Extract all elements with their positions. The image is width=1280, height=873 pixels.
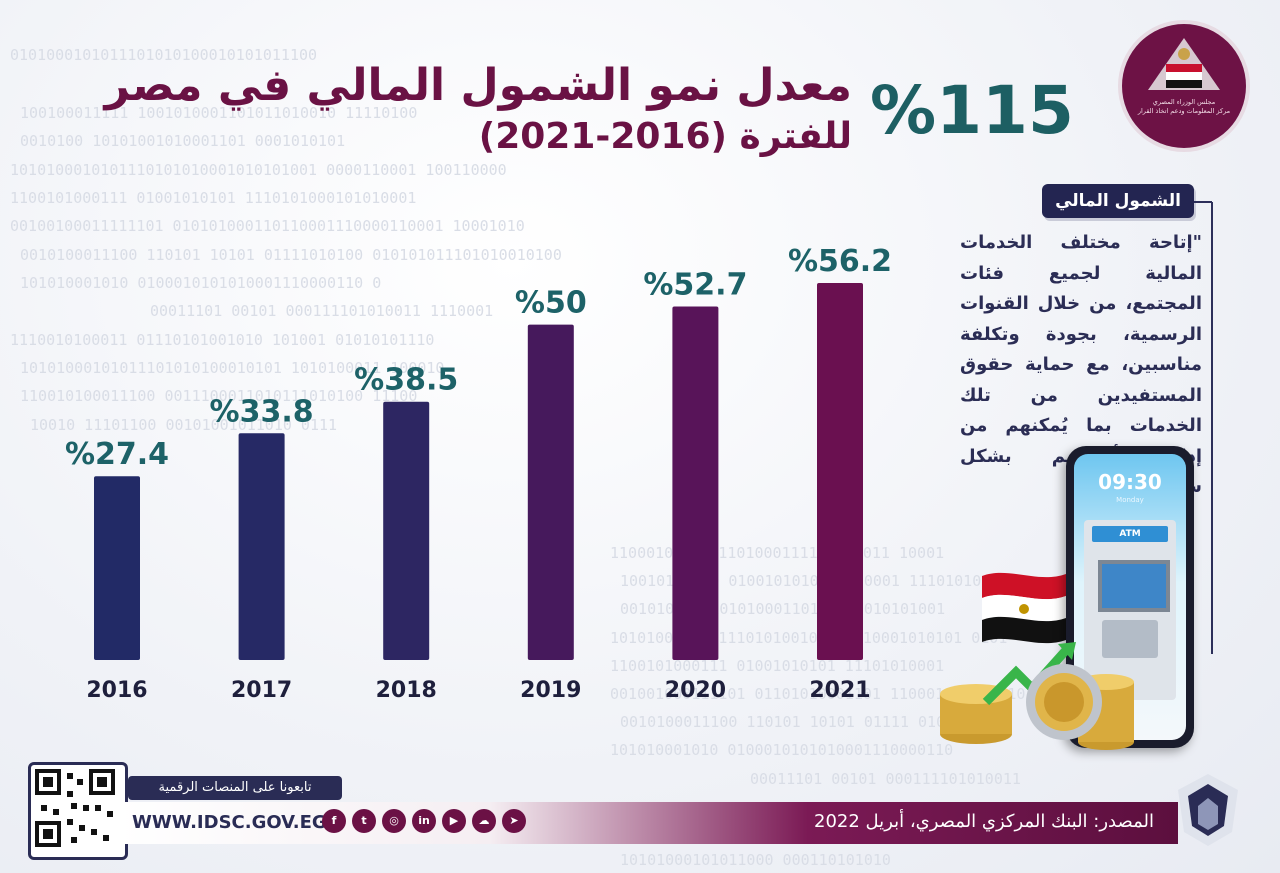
svg-text:0010100 10101001010001101 0001: 0010100 10101001010001101 0001010101 — [20, 132, 345, 150]
soundcloud-icon[interactable]: ☁ — [472, 809, 496, 833]
svg-text:10101000101011000 000110101010: 10101000101011000 000110101010 — [620, 851, 891, 869]
year-label-2018: 2018 — [376, 678, 437, 703]
sidebar-divider — [1211, 202, 1213, 654]
facebook-icon[interactable]: f — [322, 809, 346, 833]
source-note: المصدر: البنك المركزي المصري، أبريل 2022 — [814, 811, 1154, 832]
atm-keypad — [1102, 620, 1158, 658]
idsc-logo: مجلس الوزراء المصري مركز المعلومات ودعم … — [1122, 24, 1246, 148]
bar-chart: %27.4 2016 %33.8 2017 %38.5 2018 %50 2019 %52.7 2… — [65, 244, 892, 703]
year-label-2019: 2019 — [520, 678, 581, 703]
logo-org-line1: مجلس الوزراء المصري — [1152, 98, 1216, 106]
egypt-flag-icon — [978, 566, 1070, 650]
youtube-icon[interactable]: ▶ — [442, 809, 466, 833]
phone-clock: 09:30 — [1098, 470, 1162, 494]
telegram-icon[interactable]: ➤ — [502, 809, 526, 833]
atm-icon: ATM — [1084, 520, 1176, 700]
linkedin-icon[interactable]: in — [412, 809, 436, 833]
value-label-2016: %27.4 — [65, 437, 169, 472]
phone-day: Monday — [1116, 496, 1144, 504]
footer-bar — [120, 802, 1178, 844]
egypt-emblem-icon — [1148, 38, 1220, 90]
bar-2018 — [383, 401, 430, 660]
follow-us-label: تابعونا على المنصات الرقمية — [128, 776, 342, 800]
bar-2017 — [238, 433, 285, 660]
definition-quote: "إتاحة مختلف الخدمات المالية لجميع فئات … — [960, 232, 1202, 497]
bar-2020 — [672, 306, 719, 660]
svg-text:101010001010 01000101010100011: 101010001010 0100010101010001110000110 — [610, 741, 953, 759]
value-label-2021: %56.2 — [788, 244, 892, 279]
instagram-icon[interactable]: ◎ — [382, 809, 406, 833]
qr-code[interactable] — [28, 762, 128, 860]
bar-2016 — [94, 476, 140, 660]
twitter-icon[interactable]: t — [352, 809, 376, 833]
growth-rate-value: %115 — [870, 72, 1074, 149]
svg-text:101010001010111010101000101010: 1010100010101110101010001010101001 00001… — [10, 161, 507, 179]
logo-org-line2: مركز المعلومات ودعم اتخاذ القرار — [1137, 107, 1231, 115]
sidebar-connector — [1194, 201, 1212, 203]
bar-2021 — [817, 283, 863, 660]
value-label-2017: %33.8 — [210, 394, 314, 429]
atm-screen — [1098, 560, 1170, 612]
bar-2019 — [527, 324, 574, 660]
social-icons: f t ◎ in ▶ ☁ ➤ — [322, 809, 526, 835]
year-label-2017: 2017 — [231, 678, 292, 703]
coins-arrow-icon — [936, 642, 1136, 770]
value-label-2018: %38.5 — [354, 363, 458, 398]
year-label-2021: 2021 — [809, 678, 870, 703]
value-label-2020: %52.7 — [643, 267, 747, 302]
atm-label: ATM — [1092, 526, 1168, 542]
year-label-2016: 2016 — [86, 678, 147, 703]
sidebar-tag: الشمول المالي — [1042, 184, 1194, 218]
value-label-2019: %50 — [515, 286, 587, 321]
page-title: معدل نمو الشمول المالي في مصر — [104, 60, 852, 111]
svg-text:1100101000111 01001010101 1110: 1100101000111 01001010101 11101010001010… — [10, 189, 416, 207]
website-link[interactable]: WWW.IDSC.GOV.EG — [132, 812, 327, 833]
svg-text:00011101 00101 000111101010011: 00011101 00101 000111101010011 — [750, 770, 1021, 788]
page-subtitle: للفترة (2016-2021) — [478, 116, 852, 157]
svg-text:0010100011100 110101 10101 011: 0010100011100 110101 10101 01111 0101001 — [620, 713, 981, 731]
eagle-badge-icon — [1172, 770, 1244, 850]
year-label-2020: 2020 — [665, 678, 726, 703]
